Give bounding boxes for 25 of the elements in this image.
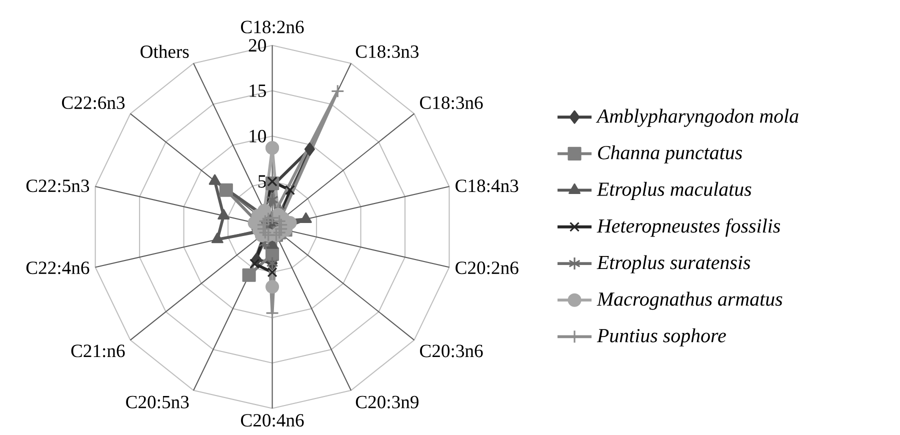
spoke-label: C20:3n6 <box>420 344 483 358</box>
spoke-label: C21:n6 <box>71 344 125 358</box>
spoke-label: C18:3n6 <box>420 96 483 110</box>
spoke-label: C20:2n6 <box>456 262 518 274</box>
spoke-label: C22:4n6 <box>26 262 90 274</box>
spoke-label: C20:5n3 <box>126 396 189 408</box>
legend-label: Heteropneustes fossilis <box>596 218 780 237</box>
legend-label: Etroplus maculatus <box>596 182 752 200</box>
y-tick-label: 15 <box>250 84 266 98</box>
spoke-label: C18:3n3 <box>356 45 419 58</box>
legend-label: Amblypharyngodon mola <box>596 108 798 127</box>
spoke-label: C22:6n3 <box>62 96 125 110</box>
y-tick-label: 5 <box>258 175 266 188</box>
spoke-label: C20:4n6 <box>240 414 304 427</box>
spoke-label: C20:3n9 <box>356 396 418 408</box>
spoke-label: C18:4n3 <box>456 180 518 192</box>
legend-label: Etroplus suratensis <box>596 255 750 274</box>
y-tick-label: 10 <box>250 130 266 142</box>
legend-label: Puntius sophore <box>596 328 726 346</box>
legend-label: Channa punctatus <box>598 145 742 164</box>
spoke-label: C22:5n3 <box>26 180 90 192</box>
y-tick-label: 20 <box>248 39 266 52</box>
spoke-label: C18:2n6 <box>240 20 304 34</box>
legend-label: Macrognathus armatus <box>596 292 782 310</box>
spoke-label: Others <box>140 44 189 58</box>
